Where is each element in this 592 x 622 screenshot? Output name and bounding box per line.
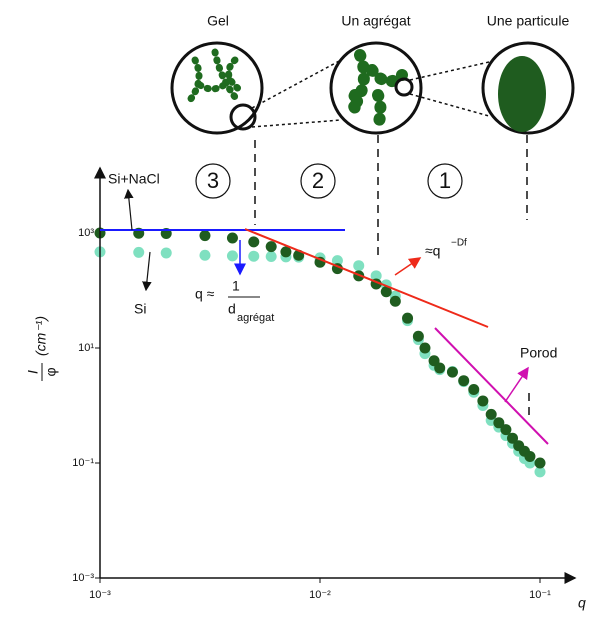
data-point [419,342,431,354]
y-axis-label: I φ (cm⁻¹) [25,316,59,381]
data-point [226,250,238,262]
annotation: ≈q [425,243,440,259]
y-label-unit: (cm⁻¹) [33,316,49,356]
data-point [534,466,546,478]
region-label: 2 [312,168,324,193]
annotation: Si [134,301,146,317]
y-tick-label: 10³ [78,227,94,239]
data-point [265,241,277,253]
region-circle [300,163,336,199]
inset-label: Gel [207,13,229,29]
inset-label: Une particule [487,13,570,29]
data-point [389,295,401,307]
arrow [504,366,529,403]
annotation: Porod [520,345,557,361]
zoom-circle [394,77,414,97]
region-label: 1 [439,168,451,193]
data-point [331,255,343,267]
data-point [434,362,446,374]
arrow [142,251,152,292]
data-point [446,366,458,378]
data-point [458,375,470,387]
data-point [493,417,505,429]
data-point [477,395,489,407]
y-tick-label: 10⁻³ [72,572,94,584]
y-label-num: I [25,370,41,374]
inset-circle [170,41,264,135]
data-point [133,246,145,258]
region-label: 3 [207,168,219,193]
y-tick-label: 10⁻¹ [72,457,94,469]
particle [498,56,546,132]
annotation: 1 [232,278,240,294]
gel-chains [186,48,244,104]
y-tick-label: 10¹ [78,342,94,354]
data-point [226,232,238,244]
annotation: q ≈ [195,286,215,302]
data-point [507,432,519,444]
data-point [199,230,211,242]
data-point [534,457,546,469]
zoom-lines [251,59,490,128]
data-point [248,250,260,262]
data-point [199,249,211,261]
x-axis-label: q [578,595,586,611]
zoom-circle [229,103,257,131]
data-point [524,450,536,462]
inset-circle [481,41,575,135]
data-point [160,247,172,259]
x-tick-label: 10⁻¹ [529,589,551,601]
data-point [500,424,512,436]
plot: 10⁻³ 10⁻² 10⁻¹ 10⁻³ 10⁻¹ 10¹ 10³ [72,227,551,601]
insets [170,41,575,420]
annotation: Si+NaCl [108,171,160,187]
annotation: d [228,301,236,317]
fractal-line [244,228,489,328]
aggregate-beads [347,49,408,131]
data-point [370,270,382,282]
arrow [394,257,422,276]
data-point [412,330,424,342]
data-point [353,260,365,272]
annotation: −Df [451,238,467,249]
x-tick-label: 10⁻³ [89,589,111,601]
data-point [265,251,277,263]
data-point [280,246,292,258]
inset-label: Un agrégat [341,13,410,29]
annotation: agrégat [237,312,274,324]
region-circle [427,163,463,199]
data-point [248,236,260,248]
arrow [124,188,134,231]
inset-circle [329,41,423,135]
data-point [485,408,497,420]
y-label-den: φ [43,367,59,376]
region-circle [195,163,231,199]
porod-line [434,327,549,445]
data-point [468,383,480,395]
region-boundaries [254,135,530,420]
data-point [380,286,392,298]
data-point [402,312,414,324]
x-tick-label: 10⁻² [309,589,331,601]
